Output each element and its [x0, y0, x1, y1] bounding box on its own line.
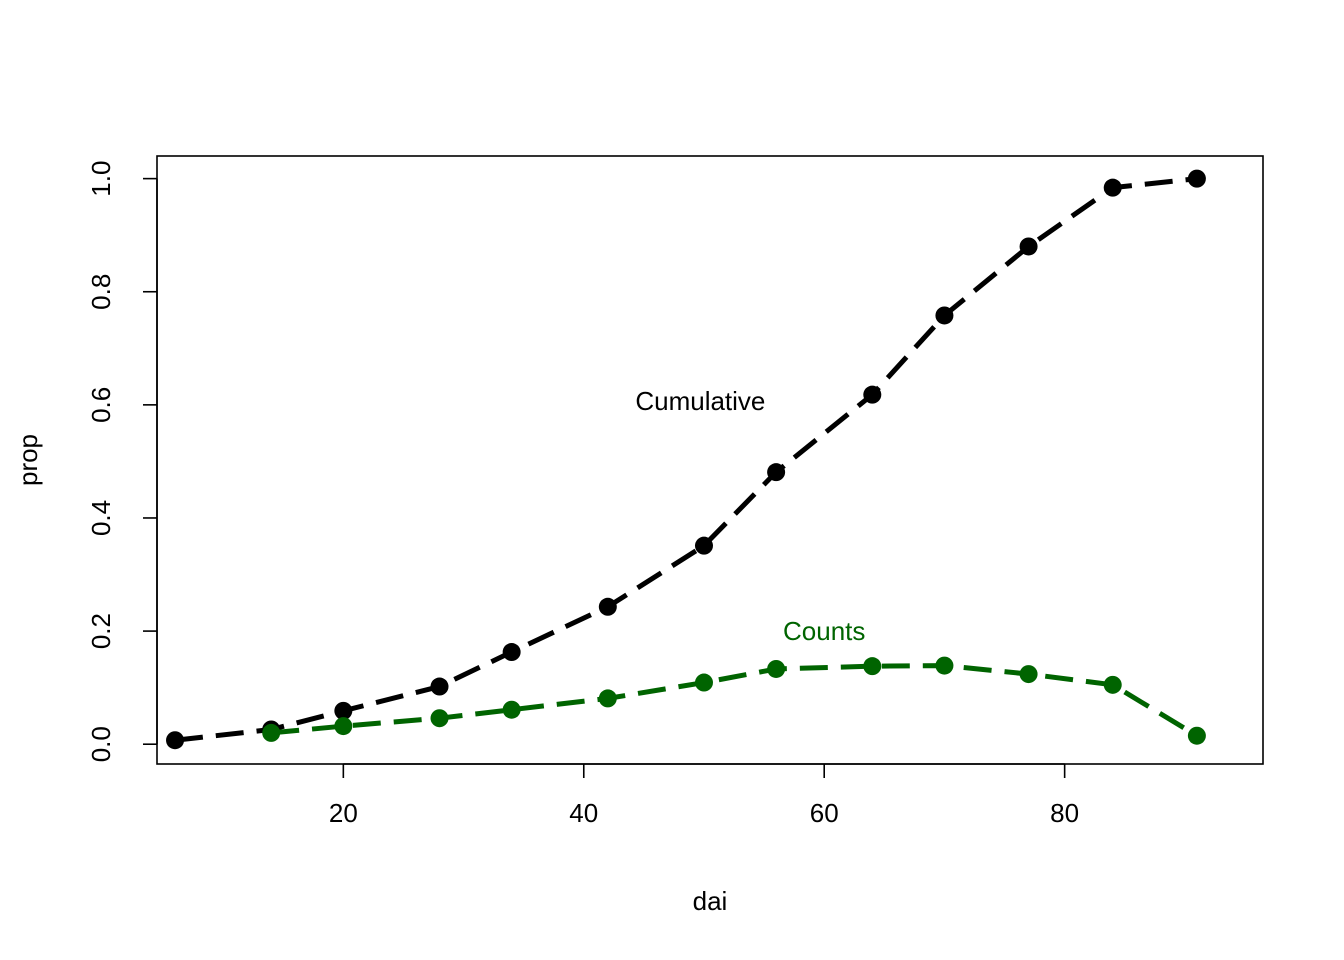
plot-frame	[156, 155, 1264, 765]
y-tick-label: 0.0	[86, 726, 116, 762]
x-tick-label: 60	[810, 798, 839, 828]
data-point	[935, 306, 954, 325]
data-point	[262, 723, 281, 742]
x-tick-label: 20	[329, 798, 358, 828]
data-point	[598, 689, 617, 708]
data-point	[502, 700, 521, 719]
y-tick-label: 0.4	[86, 500, 116, 536]
y-tick-label: 0.6	[86, 387, 116, 423]
data-point	[863, 657, 882, 676]
data-point	[767, 659, 786, 678]
x-axis: 20 40 60 80	[329, 763, 1079, 828]
series-line	[270, 663, 1199, 738]
data-point	[1103, 178, 1122, 197]
annotation-label: Counts	[783, 616, 865, 646]
data-point	[598, 597, 617, 616]
y-tick-label: 0.8	[86, 274, 116, 310]
annotation-layer: Cumulative Counts	[635, 386, 865, 646]
y-axis: 0.0 0.2 0.4 0.6 0.8 1.0	[86, 161, 158, 762]
data-point	[694, 673, 713, 692]
y-axis-label: prop	[13, 434, 43, 486]
data-point	[1019, 665, 1038, 684]
data-point	[1187, 726, 1206, 745]
data-point	[334, 701, 353, 720]
y-tick-label: 1.0	[86, 161, 116, 197]
series-0	[166, 169, 1206, 750]
data-point	[1103, 675, 1122, 694]
data-point	[166, 731, 185, 750]
x-tick-label: 80	[1050, 798, 1079, 828]
series-layer	[166, 169, 1206, 750]
data-point	[430, 677, 449, 696]
series-1	[262, 656, 1206, 745]
x-tick-label: 40	[569, 798, 598, 828]
data-point	[430, 709, 449, 728]
data-point	[1019, 237, 1038, 256]
data-point	[1187, 169, 1206, 188]
series-line	[174, 176, 1198, 743]
data-point	[767, 463, 786, 482]
annotation-label: Cumulative	[635, 386, 765, 416]
data-point	[334, 717, 353, 736]
x-axis-label: dai	[693, 886, 728, 916]
data-point	[935, 656, 954, 675]
data-point	[863, 385, 882, 404]
data-point	[694, 536, 713, 555]
data-point	[502, 643, 521, 662]
y-tick-label: 0.2	[86, 613, 116, 649]
